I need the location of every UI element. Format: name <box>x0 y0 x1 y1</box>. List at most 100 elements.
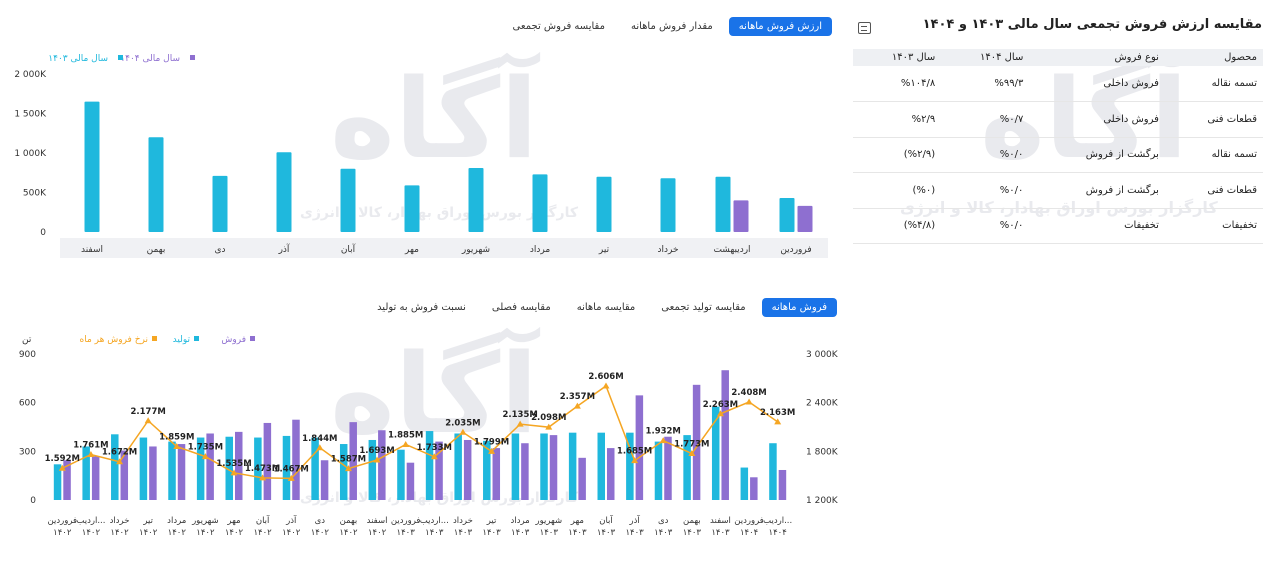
tab-sales-to-production-ratio[interactable]: نسبت فروش به تولید <box>377 302 466 313</box>
table-row: تخفیفات تخفیفات %۰/۰ (%۴/۸) <box>853 208 1263 244</box>
x-tick-year: ۱۴۰۳ <box>597 528 616 538</box>
bar-sales <box>635 395 644 500</box>
sales-rate-label: 2.098M <box>531 413 566 423</box>
sales-rate-label: 1.535M <box>216 459 251 469</box>
x-tick-label: دی <box>214 245 225 255</box>
sales-rate-label: 1.587M <box>331 455 366 465</box>
x-tick-label: مرداد <box>511 516 530 526</box>
sales-rate-label: 1.672M <box>102 448 137 458</box>
col-header-sales-type: نوع فروش <box>1029 49 1165 66</box>
y-tick-label: 0 <box>40 228 46 238</box>
cell-sales-type: فروش داخلی <box>1029 101 1165 138</box>
sales-rate-point <box>87 450 95 457</box>
bar-sales <box>406 462 415 500</box>
bar-production <box>225 436 233 500</box>
left-y-tick-label: 900 <box>19 350 36 360</box>
cell-sales-type: برگشت از فروش <box>1029 172 1165 209</box>
bar-production <box>711 406 720 500</box>
export-excel-icon[interactable] <box>858 22 871 34</box>
bar-sales <box>63 460 71 500</box>
sales-rate-point <box>573 402 581 409</box>
tab-monthly-sales-quantity[interactable]: مقدار فروش ماهانه <box>630 21 713 32</box>
sales-rate-label: 2.135M <box>502 410 537 420</box>
bar-sales <box>463 439 472 500</box>
bar-sales <box>435 441 443 500</box>
bar-production <box>82 446 90 500</box>
cell-year-1403: %۱۰۴/۸ <box>853 66 942 102</box>
x-tick-year: ۱۴۰۲ <box>168 528 187 538</box>
x-tick-year: ۱۴۰۲ <box>368 528 387 538</box>
x-tick-year: ۱۴۰۳ <box>397 528 416 538</box>
sales-rate-label: 2.263M <box>703 400 738 410</box>
sales-rate-point <box>631 457 639 464</box>
tab-monthly-sales-value[interactable]: ارزش فروش ماهانه <box>728 17 832 36</box>
tab-cumulative-production-comparison[interactable]: مقایسه تولید تجمعی <box>661 302 746 313</box>
sales-rate-label: 1.693M <box>359 446 394 456</box>
x-tick-label: اسفند <box>367 516 388 526</box>
legend-label: نرخ فروش هر ماه <box>80 335 148 345</box>
x-tick-year: ۱۴۰۳ <box>425 528 444 538</box>
bar-production <box>111 434 119 500</box>
x-tick-label: اسفند <box>710 516 731 526</box>
x-tick-year: ۱۴۰۲ <box>196 528 215 538</box>
x-tick-label: اردیب... <box>420 516 449 526</box>
sales-rate-label: 2.177M <box>130 407 165 417</box>
right-y-tick-label: 3 000K <box>806 350 839 360</box>
bar-production <box>769 443 777 500</box>
sales-rate-label: 1.932M <box>646 427 681 437</box>
tab-cumulative-sales-comparison[interactable]: مقایسه فروش تجمعی <box>512 21 605 32</box>
sales-rate-point <box>173 443 181 450</box>
tab-monthly-sales[interactable]: فروش ماهانه <box>761 298 837 317</box>
y-tick-label: 500K <box>23 189 47 199</box>
bar-1403 <box>404 185 420 232</box>
table-row: قطعات فنی برگشت از فروش %۰/۰ (%۰) <box>853 172 1263 209</box>
sales-rate-label: 1.735M <box>188 443 223 453</box>
x-tick-label: بهمن <box>683 516 701 526</box>
sales-rate-label: 1.685M <box>617 447 652 457</box>
y-tick-label: 2 000K <box>14 70 47 80</box>
bar-sales <box>607 448 615 500</box>
bar-sales <box>721 370 729 500</box>
bar-1403 <box>276 152 292 232</box>
cell-year-1403: (%۴/۸) <box>853 208 942 244</box>
legend-swatch <box>194 336 199 341</box>
tab-monthly-comparison[interactable]: مقایسه ماهانه <box>576 302 636 313</box>
bar-sales <box>263 422 272 500</box>
top-chart-tabs: ارزش فروش ماهانه مقدار فروش ماهانه مقایس… <box>503 17 832 36</box>
bar-sales <box>664 436 672 500</box>
legend-swatch <box>250 336 255 341</box>
bar-production <box>139 437 148 500</box>
cell-year-1403: %۲/۹ <box>853 101 942 138</box>
x-tick-year: ۱۴۰۲ <box>82 528 101 538</box>
cumulative-sales-panel: مقایسه ارزش فروش تجمعی سال مالی ۱۴۰۳ و ۱… <box>850 0 1270 250</box>
sales-rate-point <box>259 474 267 481</box>
x-tick-label: اردیب... <box>76 516 105 526</box>
bar-sales <box>206 433 214 500</box>
sales-rate-point <box>201 453 209 460</box>
sales-rate-point <box>716 410 724 417</box>
x-tick-year: ۱۴۰۲ <box>53 528 72 538</box>
tab-seasonal-comparison[interactable]: مقایسه فصلی <box>491 302 551 313</box>
bar-sales <box>521 443 529 500</box>
cell-year-1403: (%۰) <box>853 172 942 209</box>
sales-rate-point <box>58 464 66 471</box>
x-tick-year: ۱۴۰۳ <box>683 528 702 538</box>
x-tick-label: تیر <box>486 516 497 526</box>
x-tick-year: ۱۴۰۲ <box>282 528 301 538</box>
x-tick-year: ۱۴۰۴ <box>769 528 787 538</box>
x-tick-label: فروردین <box>734 516 764 526</box>
x-tick-year: ۱۴۰۲ <box>139 528 158 538</box>
x-tick-label: اردیبهشت <box>713 245 750 255</box>
monthly-sales-value-chart: 0 500K 1 000K 1 500K 2 000K فروردین اردیبهشت خر… <box>14 54 828 258</box>
bar-1403 <box>148 137 164 232</box>
x-tick-label: مهر <box>404 245 419 255</box>
x-tick-label: تیر <box>142 516 153 526</box>
bar-production <box>282 435 291 500</box>
legend-label: سال مالی ۱۴۰۴ <box>120 54 180 64</box>
bar-1403 <box>468 168 484 232</box>
sales-rate-label: 2.035M <box>445 418 480 428</box>
x-tick-label: فروردین <box>780 245 811 255</box>
x-tick-year: ۱۴۰۳ <box>511 528 530 538</box>
sales-rate-label: 1.473M <box>245 464 280 474</box>
cumulative-sales-table: محصول نوع فروش سال ۱۴۰۴ سال ۱۴۰۳ تسمه نق… <box>853 49 1263 244</box>
